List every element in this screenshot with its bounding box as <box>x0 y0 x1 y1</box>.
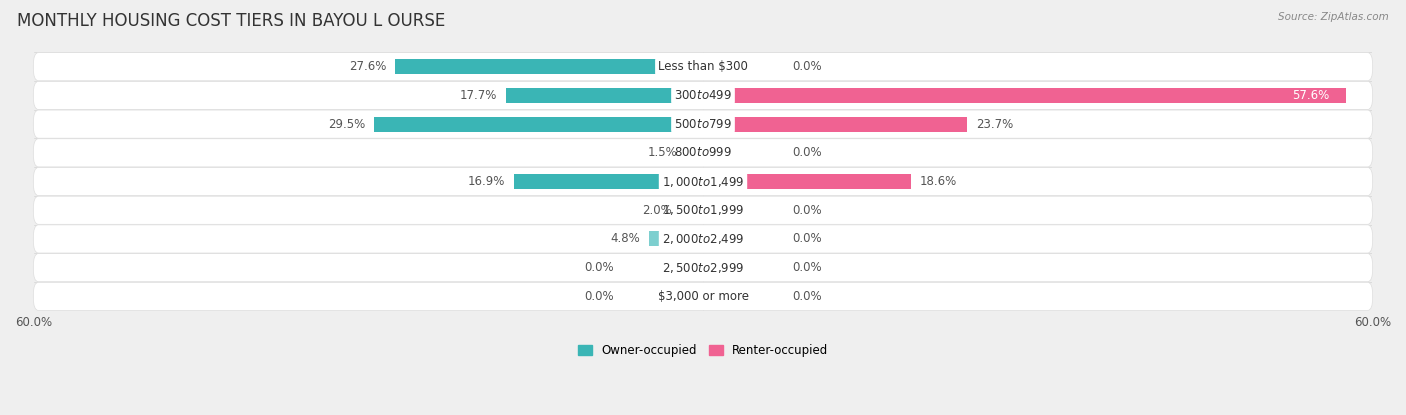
Text: $1,000 to $1,499: $1,000 to $1,499 <box>662 175 744 188</box>
Legend: Owner-occupied, Renter-occupied: Owner-occupied, Renter-occupied <box>572 339 834 361</box>
Text: 23.7%: 23.7% <box>976 117 1014 131</box>
Text: $2,000 to $2,499: $2,000 to $2,499 <box>662 232 744 246</box>
Text: 0.0%: 0.0% <box>583 290 614 303</box>
Text: 0.0%: 0.0% <box>792 290 823 303</box>
Text: 0.0%: 0.0% <box>792 146 823 159</box>
Text: $800 to $999: $800 to $999 <box>673 146 733 159</box>
Text: 27.6%: 27.6% <box>349 60 387 73</box>
Bar <box>395 59 703 74</box>
Text: 0.0%: 0.0% <box>792 204 823 217</box>
FancyBboxPatch shape <box>34 81 1372 110</box>
Text: 16.9%: 16.9% <box>468 175 506 188</box>
FancyBboxPatch shape <box>34 225 1372 253</box>
Text: 29.5%: 29.5% <box>328 117 366 131</box>
Text: 0.0%: 0.0% <box>792 232 823 245</box>
Text: 0.0%: 0.0% <box>583 261 614 274</box>
Text: 1.5%: 1.5% <box>648 146 678 159</box>
Bar <box>681 203 703 218</box>
Text: 0.0%: 0.0% <box>792 261 823 274</box>
Text: MONTHLY HOUSING COST TIERS IN BAYOU L OURSE: MONTHLY HOUSING COST TIERS IN BAYOU L OU… <box>17 12 446 30</box>
Bar <box>703 117 967 132</box>
FancyBboxPatch shape <box>34 168 1372 195</box>
FancyBboxPatch shape <box>34 110 1372 138</box>
Bar <box>374 117 703 132</box>
Bar <box>515 174 703 189</box>
Text: $3,000 or more: $3,000 or more <box>658 290 748 303</box>
Text: $2,500 to $2,999: $2,500 to $2,999 <box>662 261 744 275</box>
FancyBboxPatch shape <box>34 139 1372 167</box>
Bar <box>703 88 1346 103</box>
Bar <box>686 145 703 160</box>
Text: 4.8%: 4.8% <box>610 232 641 245</box>
Bar <box>650 232 703 247</box>
Text: 57.6%: 57.6% <box>1292 89 1329 102</box>
FancyBboxPatch shape <box>34 282 1372 310</box>
FancyBboxPatch shape <box>34 196 1372 224</box>
Text: 17.7%: 17.7% <box>460 89 496 102</box>
Text: 2.0%: 2.0% <box>643 204 672 217</box>
Text: Less than $300: Less than $300 <box>658 60 748 73</box>
Text: $1,500 to $1,999: $1,500 to $1,999 <box>662 203 744 217</box>
Text: 0.0%: 0.0% <box>792 60 823 73</box>
Bar <box>506 88 703 103</box>
Text: 18.6%: 18.6% <box>920 175 956 188</box>
FancyBboxPatch shape <box>34 53 1372 81</box>
Text: $500 to $799: $500 to $799 <box>673 117 733 131</box>
Text: Source: ZipAtlas.com: Source: ZipAtlas.com <box>1278 12 1389 22</box>
Bar <box>703 174 911 189</box>
Text: $300 to $499: $300 to $499 <box>673 89 733 102</box>
FancyBboxPatch shape <box>34 254 1372 282</box>
